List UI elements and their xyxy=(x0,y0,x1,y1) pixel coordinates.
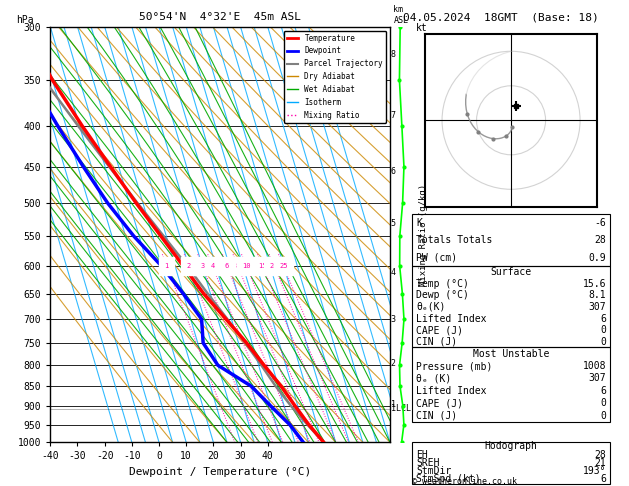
Text: Dewp (°C): Dewp (°C) xyxy=(416,290,469,300)
Text: 20: 20 xyxy=(270,263,279,269)
Text: StmSpd (kt): StmSpd (kt) xyxy=(416,474,481,485)
Text: 10: 10 xyxy=(242,263,250,269)
Text: 193°: 193° xyxy=(582,466,606,476)
Text: 15: 15 xyxy=(258,263,267,269)
Text: 28: 28 xyxy=(594,235,606,245)
Text: 0: 0 xyxy=(600,325,606,335)
Bar xyxy=(412,266,610,347)
Text: 0: 0 xyxy=(600,337,606,347)
Text: Mixing Ratio (g/kg): Mixing Ratio (g/kg) xyxy=(420,183,428,286)
Text: 8.1: 8.1 xyxy=(589,290,606,300)
X-axis label: Dewpoint / Temperature (°C): Dewpoint / Temperature (°C) xyxy=(129,467,311,477)
Text: 3: 3 xyxy=(391,314,396,324)
Text: 6: 6 xyxy=(600,386,606,396)
Text: CIN (J): CIN (J) xyxy=(416,337,457,347)
Text: 0: 0 xyxy=(600,398,606,408)
Text: Hodograph: Hodograph xyxy=(484,441,538,451)
Text: 8: 8 xyxy=(236,263,240,269)
Text: 50°54'N  4°32'E  45m ASL: 50°54'N 4°32'E 45m ASL xyxy=(139,12,301,22)
Text: -6: -6 xyxy=(594,218,606,227)
Text: 04.05.2024  18GMT  (Base: 18): 04.05.2024 18GMT (Base: 18) xyxy=(403,12,598,22)
Text: CAPE (J): CAPE (J) xyxy=(416,325,463,335)
Text: CIN (J): CIN (J) xyxy=(416,411,457,420)
Text: 1LCL: 1LCL xyxy=(391,404,411,413)
Text: 6: 6 xyxy=(600,474,606,485)
Text: 6: 6 xyxy=(225,263,229,269)
Text: PW (cm): PW (cm) xyxy=(416,253,457,262)
Text: Lifted Index: Lifted Index xyxy=(416,313,486,324)
Legend: Temperature, Dewpoint, Parcel Trajectory, Dry Adiabat, Wet Adiabat, Isotherm, Mi: Temperature, Dewpoint, Parcel Trajectory… xyxy=(284,31,386,122)
Text: 1008: 1008 xyxy=(582,361,606,371)
Text: 5: 5 xyxy=(391,219,396,228)
Text: Surface: Surface xyxy=(491,267,532,277)
Text: θₑ(K): θₑ(K) xyxy=(416,302,445,312)
Text: 25: 25 xyxy=(279,263,287,269)
Text: 2: 2 xyxy=(391,359,396,367)
Text: 0.9: 0.9 xyxy=(589,253,606,262)
Text: 1: 1 xyxy=(165,263,169,269)
Text: 8: 8 xyxy=(391,50,396,59)
Text: hPa: hPa xyxy=(16,15,34,25)
Text: 3: 3 xyxy=(200,263,204,269)
Text: StmDir: StmDir xyxy=(416,466,451,476)
Text: © weatheronline.co.uk: © weatheronline.co.uk xyxy=(412,476,517,486)
Text: 6: 6 xyxy=(600,313,606,324)
Text: 2: 2 xyxy=(187,263,191,269)
Text: θₑ (K): θₑ (K) xyxy=(416,373,451,383)
Bar xyxy=(412,214,610,266)
Text: Totals Totals: Totals Totals xyxy=(416,235,493,245)
Text: 15.6: 15.6 xyxy=(582,279,606,289)
Text: 7: 7 xyxy=(391,111,396,120)
Text: Most Unstable: Most Unstable xyxy=(473,348,549,359)
Text: km
ASL: km ASL xyxy=(393,5,408,25)
Text: 4: 4 xyxy=(210,263,214,269)
Text: 307: 307 xyxy=(589,302,606,312)
Text: 28: 28 xyxy=(594,450,606,460)
Text: 1: 1 xyxy=(391,400,396,409)
Text: 6: 6 xyxy=(391,168,396,176)
Bar xyxy=(412,347,610,422)
Text: 0: 0 xyxy=(600,411,606,420)
Text: 21: 21 xyxy=(594,458,606,468)
Text: CAPE (J): CAPE (J) xyxy=(416,398,463,408)
Text: kt: kt xyxy=(416,22,428,33)
Text: SREH: SREH xyxy=(416,458,440,468)
Text: Lifted Index: Lifted Index xyxy=(416,386,486,396)
Text: K: K xyxy=(416,218,422,227)
Text: Temp (°C): Temp (°C) xyxy=(416,279,469,289)
Text: 307: 307 xyxy=(589,373,606,383)
Text: 4: 4 xyxy=(391,268,396,278)
Text: Pressure (mb): Pressure (mb) xyxy=(416,361,493,371)
Text: EH: EH xyxy=(416,450,428,460)
